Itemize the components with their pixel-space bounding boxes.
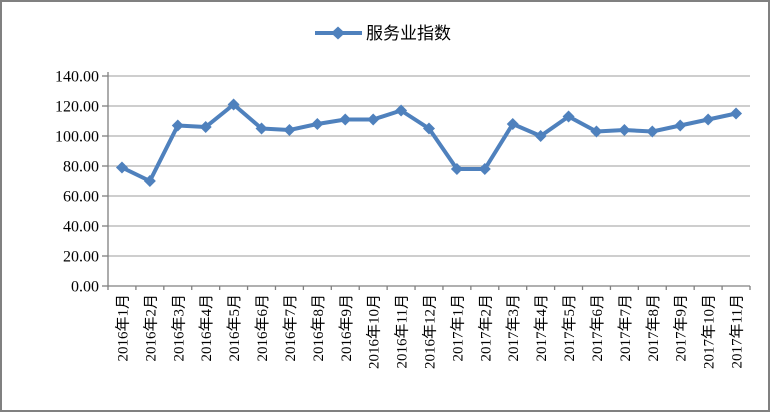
x-axis-label-2017年6月: 2017年6月 bbox=[589, 294, 606, 362]
x-axis-label-2016年5月: 2016年5月 bbox=[226, 294, 243, 362]
data-point-marker-2017年11月[interactable] bbox=[730, 107, 743, 120]
y-axis-label-120.00: 120.00 bbox=[55, 99, 99, 116]
x-axis-label-2016年10月: 2016年10月 bbox=[366, 294, 383, 369]
data-point-marker-2016年7月[interactable] bbox=[283, 124, 296, 136]
data-point-marker-2016年12月[interactable] bbox=[423, 122, 435, 135]
y-axis-label-80.00: 80.00 bbox=[63, 159, 99, 176]
data-point-marker-2017年1月[interactable] bbox=[450, 163, 463, 175]
data-point-marker-2016年2月[interactable] bbox=[143, 175, 156, 187]
y-axis-label-140.00: 140.00 bbox=[55, 69, 99, 86]
legend-marker-icon bbox=[331, 26, 345, 40]
data-point-marker-2016年8月[interactable] bbox=[311, 118, 324, 130]
x-axis-label-2017年7月: 2017年7月 bbox=[617, 294, 634, 362]
x-axis-label-2017年10月: 2017年10月 bbox=[701, 294, 718, 369]
data-point-marker-2016年5月[interactable] bbox=[227, 98, 240, 111]
data-point-marker-2016年3月[interactable] bbox=[171, 119, 184, 132]
x-axis-label-2016年1月: 2016年1月 bbox=[114, 294, 131, 362]
legend-label: 服务业指数 bbox=[366, 24, 451, 43]
x-axis-label-2017年5月: 2017年5月 bbox=[561, 294, 578, 362]
data-point-marker-2017年6月[interactable] bbox=[590, 125, 603, 138]
data-point-marker-2016年6月[interactable] bbox=[255, 122, 268, 135]
x-axis-label-2016年9月: 2016年9月 bbox=[338, 294, 355, 362]
y-axis-label-0.00: 0.00 bbox=[71, 279, 99, 296]
x-axis-label-2017年4月: 2017年4月 bbox=[533, 294, 550, 362]
y-axis-label-100.00: 100.00 bbox=[55, 129, 99, 146]
data-point-marker-2017年2月[interactable] bbox=[478, 163, 491, 175]
data-point-marker-2017年3月[interactable] bbox=[506, 118, 519, 130]
x-axis-label-2017年3月: 2017年3月 bbox=[505, 294, 522, 362]
data-point-marker-2016年9月[interactable] bbox=[339, 113, 352, 126]
legend[interactable]: 服务业指数 bbox=[315, 24, 451, 43]
data-point-marker-2016年1月[interactable] bbox=[115, 161, 128, 174]
data-point-marker-2017年10月[interactable] bbox=[702, 113, 715, 126]
data-point-marker-2017年9月[interactable] bbox=[674, 119, 687, 132]
data-point-marker-2017年5月[interactable] bbox=[562, 110, 575, 123]
gridlines-layer bbox=[108, 75, 750, 257]
x-axis-label-2016年2月: 2016年2月 bbox=[142, 294, 159, 362]
x-axis-label-2016年4月: 2016年4月 bbox=[198, 294, 215, 362]
y-axis-label-40.00: 40.00 bbox=[63, 219, 99, 236]
axes-layer bbox=[102, 72, 751, 290]
x-axis-label-2016年3月: 2016年3月 bbox=[170, 294, 187, 362]
data-point-marker-2017年4月[interactable] bbox=[534, 130, 547, 142]
axis-labels-layer: 0.00 20.00 40.00 60.00 80.00 100.00 120.00 140.… bbox=[55, 69, 746, 370]
x-axis-label-2016年7月: 2016年7月 bbox=[282, 294, 299, 362]
x-axis-label-2016年8月: 2016年8月 bbox=[310, 294, 327, 362]
data-point-marker-2016年10月[interactable] bbox=[367, 113, 380, 126]
data-point-marker-2016年4月[interactable] bbox=[199, 121, 212, 133]
x-axis-label-2016年12月: 2016年12月 bbox=[422, 294, 439, 369]
x-axis-label-2017年2月: 2017年2月 bbox=[477, 294, 494, 362]
x-axis-label-2017年11月: 2017年11月 bbox=[729, 294, 746, 368]
data-point-marker-2016年11月[interactable] bbox=[395, 104, 408, 117]
y-axis-label-60.00: 60.00 bbox=[63, 189, 99, 206]
data-point-marker-2017年8月[interactable] bbox=[646, 125, 659, 138]
series-line[interactable] bbox=[119, 102, 739, 183]
data-point-marker-2017年7月[interactable] bbox=[618, 124, 631, 136]
x-axis-label-2016年6月: 2016年6月 bbox=[254, 294, 271, 362]
x-axis-label-2017年9月: 2017年9月 bbox=[673, 294, 690, 362]
x-axis-label-2017年1月: 2017年1月 bbox=[449, 294, 466, 362]
series-layer bbox=[115, 98, 743, 187]
x-axis-label-2016年11月: 2016年11月 bbox=[394, 294, 411, 368]
y-axis-label-20.00: 20.00 bbox=[63, 249, 99, 266]
x-axis-label-2017年8月: 2017年8月 bbox=[645, 294, 662, 362]
